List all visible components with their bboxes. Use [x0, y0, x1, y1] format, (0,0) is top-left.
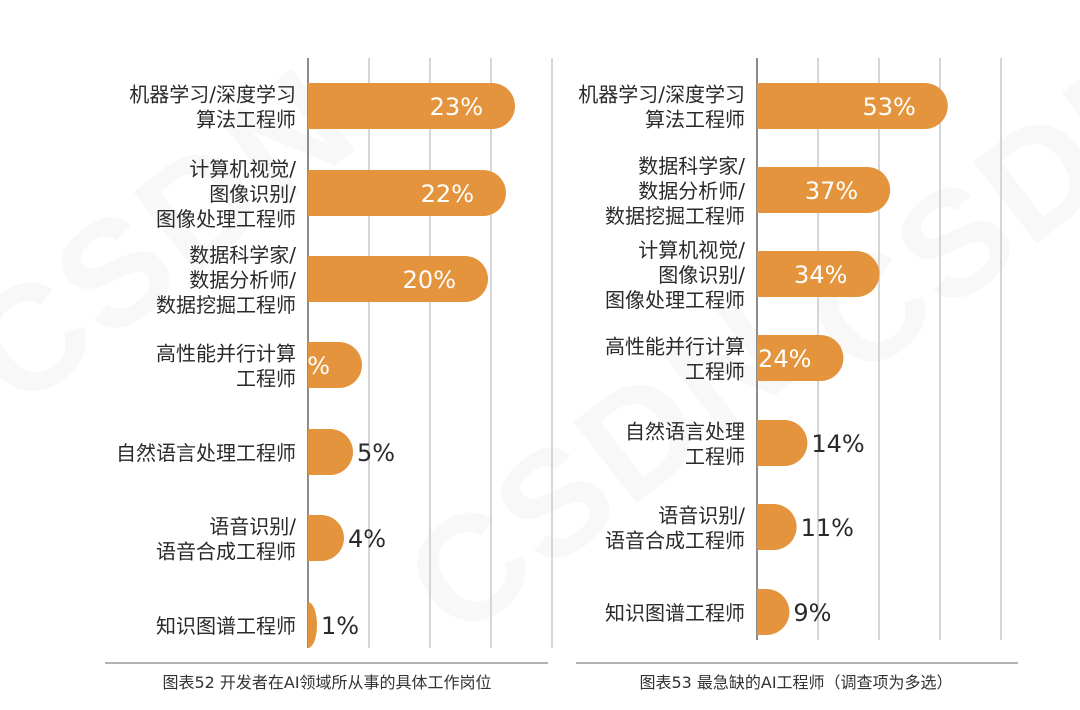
bar	[757, 335, 844, 381]
data-label: 6%	[292, 352, 330, 380]
category-label-line: 机器学习/深度学习	[129, 83, 296, 107]
category-label-line: 数据挖掘工程师	[605, 204, 745, 228]
category-label-line: 工程师	[685, 445, 745, 469]
data-label: 24%	[758, 345, 811, 373]
data-label: 22%	[421, 180, 474, 208]
category-label-line: 自然语言处理工程师	[116, 441, 296, 465]
category-label: 高性能并行计算工程师	[156, 342, 296, 391]
category-label-line: 算法工程师	[645, 108, 745, 132]
category-label-line: 语音合成工程师	[605, 529, 745, 553]
category-label-line: 工程师	[236, 367, 296, 391]
category-label: 知识图谱工程师	[156, 614, 296, 638]
chart-right: 53% 机器学习/深度学习算法工程师 37% 数据科学家/数据分析师/数据挖掘工程师 3…	[576, 58, 1018, 692]
bar	[308, 170, 506, 216]
category-label: 数据科学家/数据分析师/数据挖掘工程师	[156, 243, 296, 317]
category-label-line: 机器学习/深度学习	[578, 83, 745, 107]
category-label: 知识图谱工程师	[605, 601, 745, 625]
category-label-line: 计算机视觉/	[638, 238, 745, 262]
category-label-line: 数据分析师/	[638, 179, 745, 203]
bar	[308, 515, 344, 561]
category-label: 机器学习/深度学习算法工程师	[129, 83, 296, 132]
chart-left: 23% 机器学习/深度学习算法工程师 22% 计算机视觉/图像识别/图像处理工程师 20…	[105, 58, 553, 692]
category-label-line: 数据科学家/	[189, 243, 296, 267]
category-label: 高性能并行计算工程师	[605, 335, 745, 384]
category-label-line: 语音识别/	[658, 504, 745, 528]
category-label-line: 图像识别/	[209, 182, 296, 206]
category-label: 计算机视觉/图像识别/图像处理工程师	[156, 157, 296, 231]
category-label-line: 数据分析师/	[189, 268, 296, 292]
category-label-line: 图像识别/	[658, 263, 745, 287]
bar	[757, 589, 790, 635]
category-label: 计算机视觉/图像识别/图像处理工程师	[605, 238, 745, 312]
category-label-line: 图像处理工程师	[156, 207, 296, 231]
figure-caption: 图表53 最急缺的AI工程师（调查项为多选）	[639, 673, 952, 692]
category-label: 语音识别/语音合成工程师	[156, 515, 296, 564]
category-label-line: 高性能并行计算	[605, 335, 745, 359]
data-label: 53%	[862, 93, 915, 121]
category-label-line: 高性能并行计算	[156, 342, 296, 366]
data-label: 34%	[794, 261, 847, 289]
figure-caption: 图表52 开发者在AI领域所从事的具体工作岗位	[162, 673, 491, 692]
category-label-line: 工程师	[685, 360, 745, 384]
bar	[308, 256, 488, 302]
category-label: 语音识别/语音合成工程师	[605, 504, 745, 553]
category-label-line: 数据挖掘工程师	[156, 293, 296, 317]
category-label-line: 知识图谱工程师	[605, 601, 745, 625]
category-label-line: 数据科学家/	[638, 154, 745, 178]
bar	[757, 251, 880, 297]
category-label-line: 自然语言处理	[625, 420, 745, 444]
bar	[308, 602, 317, 648]
category-label: 自然语言处理工程师	[625, 420, 745, 469]
category-label: 机器学习/深度学习算法工程师	[578, 83, 745, 132]
data-label: 9%	[793, 599, 831, 627]
data-label: 14%	[811, 430, 864, 458]
data-label: 37%	[805, 177, 858, 205]
data-label: 4%	[348, 525, 386, 553]
data-label: 5%	[357, 439, 395, 467]
category-label-line: 图像处理工程师	[605, 288, 745, 312]
bar	[308, 83, 515, 129]
data-label: 1%	[321, 612, 359, 640]
category-label: 数据科学家/数据分析师/数据挖掘工程师	[605, 154, 745, 228]
category-label: 自然语言处理工程师	[116, 441, 296, 465]
category-label-line: 知识图谱工程师	[156, 614, 296, 638]
data-label: 11%	[801, 514, 854, 542]
category-label-line: 算法工程师	[196, 108, 296, 132]
category-label-line: 语音合成工程师	[156, 540, 296, 564]
bar	[757, 83, 948, 129]
bar	[757, 504, 797, 550]
data-label: 20%	[403, 266, 456, 294]
bar	[757, 167, 891, 213]
category-label-line: 语音识别/	[209, 515, 296, 539]
category-label-line: 计算机视觉/	[189, 157, 296, 181]
bar	[308, 429, 353, 475]
bar	[308, 342, 362, 388]
data-label: 23%	[430, 93, 483, 121]
bar	[757, 420, 808, 466]
